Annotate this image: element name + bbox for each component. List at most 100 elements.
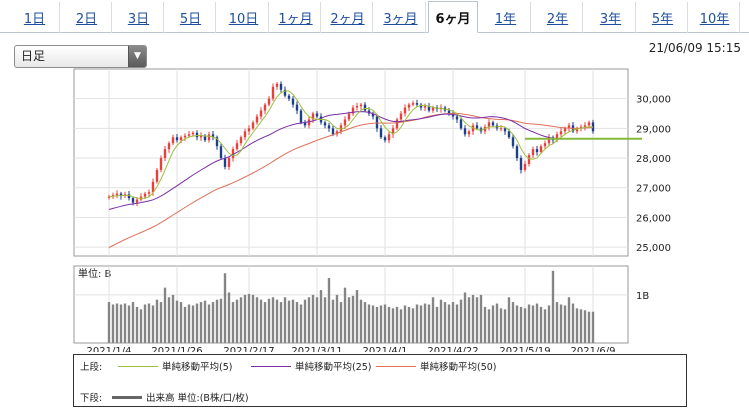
candle-body xyxy=(347,113,351,120)
candle-body xyxy=(211,134,215,138)
tab-6[interactable]: 2ヶ月 xyxy=(323,2,373,33)
volume-bar xyxy=(371,305,375,343)
volume-bar xyxy=(459,299,463,343)
candle-body xyxy=(223,158,227,167)
volume-bar xyxy=(115,303,119,343)
volume-bar xyxy=(575,308,579,343)
candle-body xyxy=(203,135,207,141)
volume-bar xyxy=(411,308,415,343)
candle-body xyxy=(271,86,275,99)
candle-body xyxy=(307,119,311,126)
volume-bar xyxy=(119,304,123,343)
candle-body xyxy=(159,158,163,170)
volume-bar xyxy=(487,309,491,343)
volume-bar xyxy=(179,302,183,343)
volume-bar xyxy=(539,306,543,343)
volume-bar xyxy=(531,305,535,343)
volume-bar xyxy=(495,303,499,343)
volume-bar xyxy=(231,302,235,343)
volume-bar xyxy=(299,304,303,343)
volume-bar xyxy=(483,306,487,343)
candle-body xyxy=(239,137,243,144)
volume-bar xyxy=(295,302,299,343)
ma50-swatch xyxy=(376,365,416,367)
volume-bar xyxy=(243,294,247,343)
tab-4[interactable]: 10日 xyxy=(219,2,269,33)
volume-bar xyxy=(379,305,383,343)
candle-body xyxy=(403,107,407,114)
x-tick-label: 2021/4/22 xyxy=(427,346,478,352)
candle-body xyxy=(531,149,535,156)
volume-bar xyxy=(311,294,315,343)
volume-bar xyxy=(223,273,227,343)
volume-bar xyxy=(127,305,131,343)
volume-bar xyxy=(395,306,399,343)
candle-body xyxy=(335,131,339,135)
candle-body xyxy=(503,128,507,132)
candle-body xyxy=(467,131,471,135)
volume-bar xyxy=(479,294,483,343)
volume-bar xyxy=(235,299,239,343)
volume-bar xyxy=(155,299,159,343)
tab-8[interactable]: 6ヶ月 xyxy=(428,1,478,33)
volume-bar xyxy=(351,295,355,343)
candle-body xyxy=(267,98,271,105)
candle-body xyxy=(315,113,319,117)
candle-body xyxy=(423,106,427,108)
volume-bar xyxy=(319,290,323,343)
tab-3[interactable]: 5日 xyxy=(166,2,216,33)
legend-volume-label: 出来高 単位:(B株/口/枚) xyxy=(146,393,249,404)
candle-body xyxy=(343,119,347,126)
candle-body xyxy=(163,149,167,159)
tab-11[interactable]: 3年 xyxy=(586,2,636,33)
volume-bar xyxy=(515,305,519,343)
tab-5[interactable]: 1ヶ月 xyxy=(271,2,321,33)
candle-body xyxy=(327,125,331,129)
chevron-down-icon[interactable]: ▼ xyxy=(128,46,146,67)
tab-9[interactable]: 1年 xyxy=(481,2,531,33)
candle-body xyxy=(387,134,391,141)
volume-bar xyxy=(443,302,447,343)
volume-bar xyxy=(251,294,255,343)
ma50-line xyxy=(108,112,593,248)
candle-body xyxy=(543,143,547,147)
candle-body xyxy=(499,128,503,130)
candle-body xyxy=(379,128,383,138)
candle-body xyxy=(247,128,251,132)
x-tick-label: 2021/1/4 xyxy=(87,346,132,352)
price-plot-area xyxy=(73,68,629,257)
volume-bar xyxy=(579,309,583,343)
tab-2[interactable]: 3日 xyxy=(114,2,164,33)
tab-7[interactable]: 3ヶ月 xyxy=(376,2,426,33)
volume-bar xyxy=(427,304,431,343)
tab-10[interactable]: 2年 xyxy=(533,2,583,33)
candle-body xyxy=(275,83,279,87)
volume-bar xyxy=(523,308,527,343)
volume-bar xyxy=(475,297,479,343)
legend-ma5: 単純移動平均(5) xyxy=(118,359,232,373)
volume-bar xyxy=(563,305,567,343)
interval-select[interactable]: 日足 ▼ xyxy=(14,45,147,68)
x-tick-label: 2021/2/17 xyxy=(223,346,274,352)
candle-body xyxy=(535,149,539,153)
candle-body xyxy=(519,158,523,170)
volume-bar xyxy=(143,304,147,343)
volume-bar xyxy=(551,270,555,343)
candle-body xyxy=(291,98,295,105)
tab-13[interactable]: 10年 xyxy=(690,2,740,33)
candle-body xyxy=(587,122,591,126)
ma25-swatch xyxy=(251,365,291,367)
candle-body xyxy=(311,113,315,120)
ma5-line xyxy=(108,90,593,199)
volume-bar xyxy=(431,297,435,343)
volume-bar xyxy=(355,290,359,343)
tab-1[interactable]: 2日 xyxy=(62,2,112,33)
volume-bar xyxy=(403,305,407,343)
volume-bar xyxy=(451,302,455,343)
volume-bar xyxy=(315,297,319,343)
tab-0[interactable]: 1日 xyxy=(10,2,60,33)
candle-body xyxy=(419,104,423,108)
tab-12[interactable]: 5年 xyxy=(638,2,688,33)
volume-bar xyxy=(159,302,163,343)
candle-body xyxy=(515,146,519,159)
